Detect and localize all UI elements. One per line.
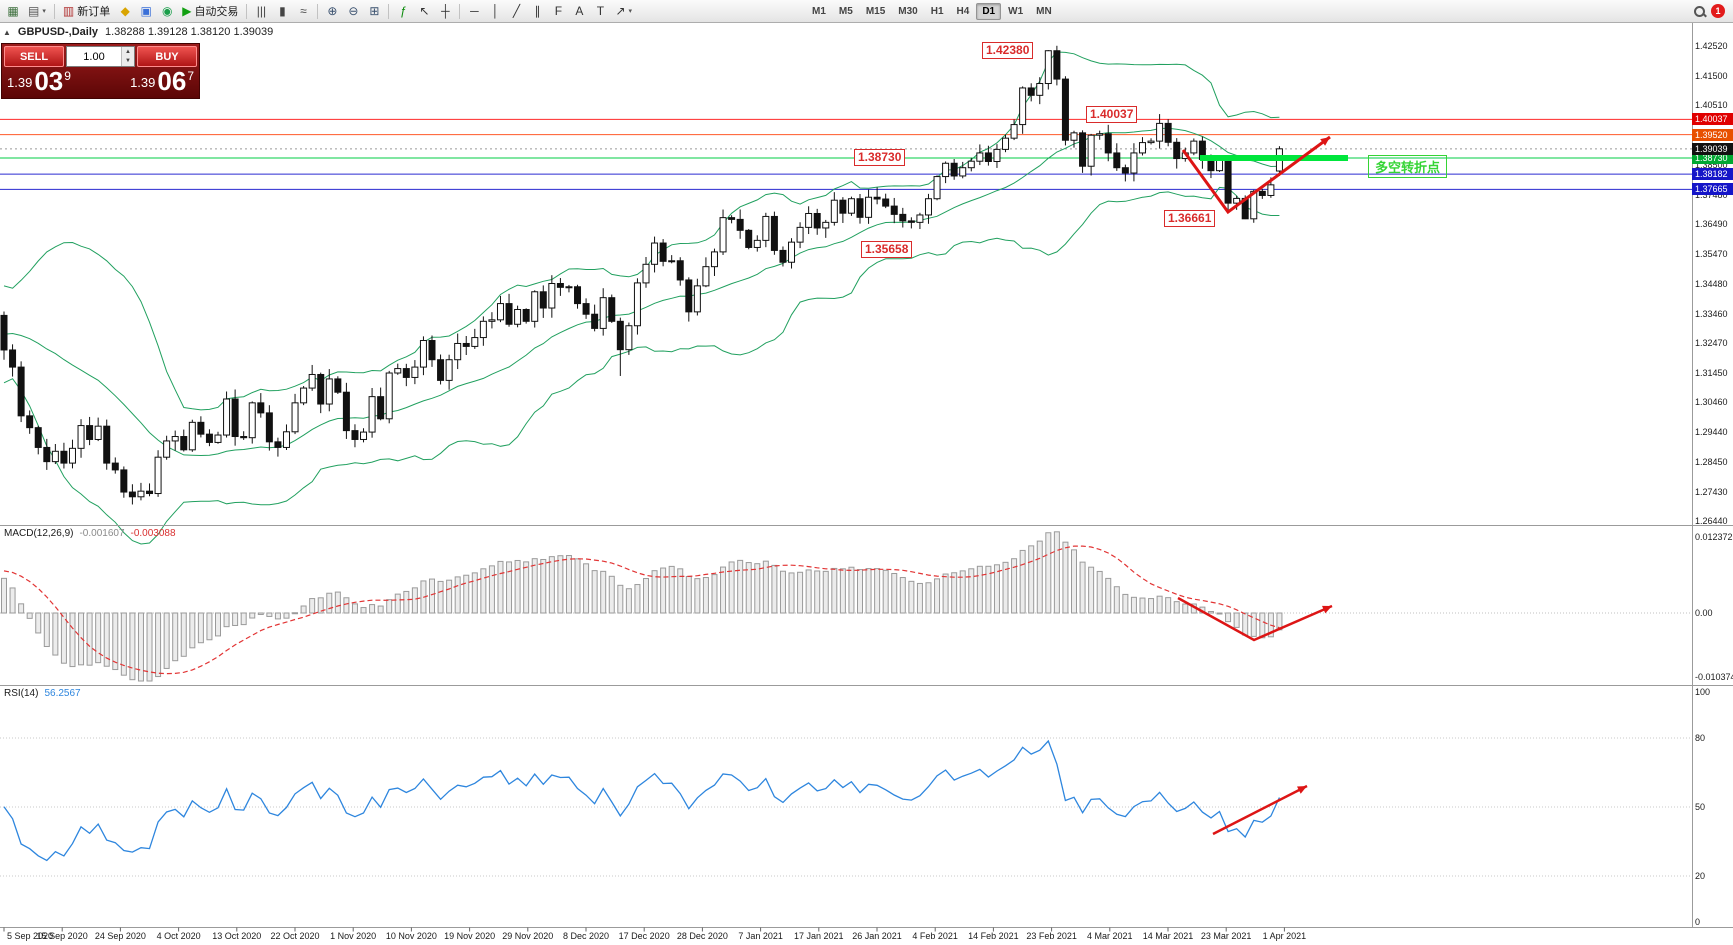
tile-windows-button[interactable]: ⊞ (364, 2, 384, 21)
cursor-button[interactable]: ↖ (414, 2, 434, 21)
buy-price-pip: 7 (187, 69, 194, 83)
zoom-out-icon: ⊖ (348, 4, 359, 18)
zoom-in-button[interactable]: ⊕ (322, 2, 342, 21)
navigator-icon: ▣ (140, 4, 152, 18)
label-button[interactable]: T (590, 2, 610, 21)
refresh-button[interactable]: ◉ (157, 2, 177, 21)
line-chart-icon: ≈ (300, 4, 307, 18)
new-order-button[interactable]: ▥ 新订单 (59, 2, 114, 21)
collapse-trade-panel-icon[interactable]: ▲ (3, 27, 11, 37)
toolbar-separator (246, 3, 248, 19)
symbol-timeframe-label: GBPUSD-,Daily (17, 26, 98, 38)
vertical-line-button[interactable]: │ (485, 2, 505, 21)
toolbar-separator (317, 3, 319, 19)
timeframe-m1-button[interactable]: M1 (812, 5, 826, 17)
macd-name: MACD(12,26,9) (4, 528, 74, 539)
sell-price-pip: 9 (64, 69, 71, 83)
buy-button[interactable]: BUY (137, 46, 197, 67)
fibonacci-button[interactable]: F (548, 2, 568, 21)
new-order-icon: ▥ (62, 4, 75, 18)
main-toolbar: ▦ ▤ ▾ ▥ 新订单 ◆ ▣ ◉ ▶ 自动交易 ||| ▮ ≈ ⊕ ⊖ ⊞ ƒ ↖ ┼ ─ │ ╱ ∥ F A T ↗ ▾ M1 M5… (0, 0, 1733, 23)
channel-button[interactable]: ∥ (527, 2, 547, 21)
toolbar-separator (53, 3, 55, 19)
indicators-icon: ƒ (400, 4, 407, 18)
sell-price-prefix: 1.39 (7, 75, 33, 90)
refresh-icon: ◉ (161, 4, 173, 18)
text-icon: A (575, 4, 584, 18)
macd-label: MACD(12,26,9) -0.001607 -0.003088 (4, 528, 176, 539)
macd-signal-value: -0.003088 (130, 528, 176, 539)
horizontal-line-icon: ─ (470, 4, 479, 18)
sell-button[interactable]: SELL (4, 46, 64, 67)
channel-icon: ∥ (534, 4, 541, 18)
sell-price[interactable]: 1.39 03 9 (7, 68, 71, 94)
timeframe-m30-button[interactable]: M30 (898, 5, 918, 17)
indicators-button[interactable]: ƒ (393, 2, 413, 21)
chevron-down-icon: ▾ (42, 8, 46, 15)
cursor-icon: ↖ (419, 4, 430, 18)
sell-price-big: 03 (34, 66, 64, 96)
chart-area[interactable] (0, 23, 1733, 945)
bar-chart-icon: ||| (256, 4, 267, 18)
timeframe-m15-button[interactable]: M15 (865, 5, 886, 17)
buy-price-big: 06 (157, 66, 187, 96)
chevron-down-icon: ▾ (628, 8, 633, 15)
line-chart-button[interactable]: ≈ (293, 2, 313, 21)
search-icon[interactable] (1694, 5, 1705, 17)
rsi-label: RSI(14) 56.2567 (4, 688, 81, 699)
volume-stepper[interactable]: ▲ ▼ (121, 47, 134, 66)
rsi-name: RSI(14) (4, 688, 39, 699)
timeframe-toolbar: M1 M5 M15 M30 H1 H4 D1 W1 MN (806, 2, 1058, 20)
auto-trading-button-label: 自动交易 (194, 6, 239, 18)
timeframe-m5-button[interactable]: M5 (838, 5, 853, 17)
trendline-icon: ╱ (512, 4, 521, 18)
zoom-out-button[interactable]: ⊖ (343, 2, 363, 21)
volume-down-icon[interactable]: ▼ (122, 56, 134, 66)
notification-badge[interactable]: 1 (1711, 4, 1725, 18)
label-icon: T (596, 4, 605, 18)
buy-price-prefix: 1.39 (130, 75, 156, 90)
navigator-button[interactable]: ▣ (136, 2, 156, 21)
volume-up-icon[interactable]: ▲ (122, 47, 134, 57)
new-order-button-label: 新订单 (77, 6, 111, 18)
horizontal-line-button[interactable]: ─ (464, 2, 484, 21)
one-click-trading-panel: SELL ▲▼ BUY 1.39 03 9 1.39 06 7 (1, 43, 200, 99)
timeframe-h4-button[interactable]: H4 (956, 5, 970, 17)
macd-value: -0.001607 (79, 528, 125, 539)
trendline-button[interactable]: ╱ (506, 2, 526, 21)
candlestick-chart-button[interactable]: ▮ (272, 2, 292, 21)
ohlc-values: 1.38288 1.39128 1.38120 1.39039 (105, 26, 274, 38)
new-chart-button[interactable]: ▦ (3, 2, 23, 21)
text-button[interactable]: A (569, 2, 589, 21)
volume-field: ▲▼ (66, 46, 135, 67)
crosshair-icon: ┼ (441, 4, 450, 18)
chart-title: ▲ GBPUSD-,Daily 1.38288 1.39128 1.38120 … (3, 26, 273, 38)
crosshair-button[interactable]: ┼ (435, 2, 455, 21)
metaeditor-icon: ◆ (120, 4, 130, 18)
arrows-button[interactable]: ↗ ▾ (611, 2, 636, 21)
auto-trading-icon: ▶ (182, 4, 192, 18)
profiles-button[interactable]: ▤ ▾ (24, 2, 50, 21)
buy-price[interactable]: 1.39 06 7 (130, 68, 194, 94)
toolbar-separator (388, 3, 390, 19)
new-chart-icon: ▦ (7, 4, 19, 18)
auto-trading-button[interactable]: ▶ 自动交易 (178, 2, 242, 21)
timeframe-mn-button[interactable]: MN (1036, 5, 1052, 17)
timeframe-h1-button[interactable]: H1 (930, 5, 944, 17)
profiles-icon: ▤ (28, 4, 40, 18)
toolbar-separator (459, 3, 461, 19)
zoom-in-icon: ⊕ (327, 4, 338, 18)
vertical-line-icon: │ (491, 4, 500, 18)
candlestick-chart-icon: ▮ (279, 4, 286, 18)
rsi-value: 56.2567 (44, 688, 81, 699)
bar-chart-button[interactable]: ||| (251, 2, 271, 21)
fibonacci-icon: F (554, 4, 563, 18)
tile-windows-icon: ⊞ (369, 4, 380, 18)
volume-input[interactable] (67, 47, 121, 66)
timeframe-d1-button[interactable]: D1 (976, 2, 1002, 20)
metaeditor-button[interactable]: ◆ (115, 2, 135, 21)
timeframe-w1-button[interactable]: W1 (1008, 5, 1024, 17)
arrows-icon: ↗ (615, 4, 626, 18)
